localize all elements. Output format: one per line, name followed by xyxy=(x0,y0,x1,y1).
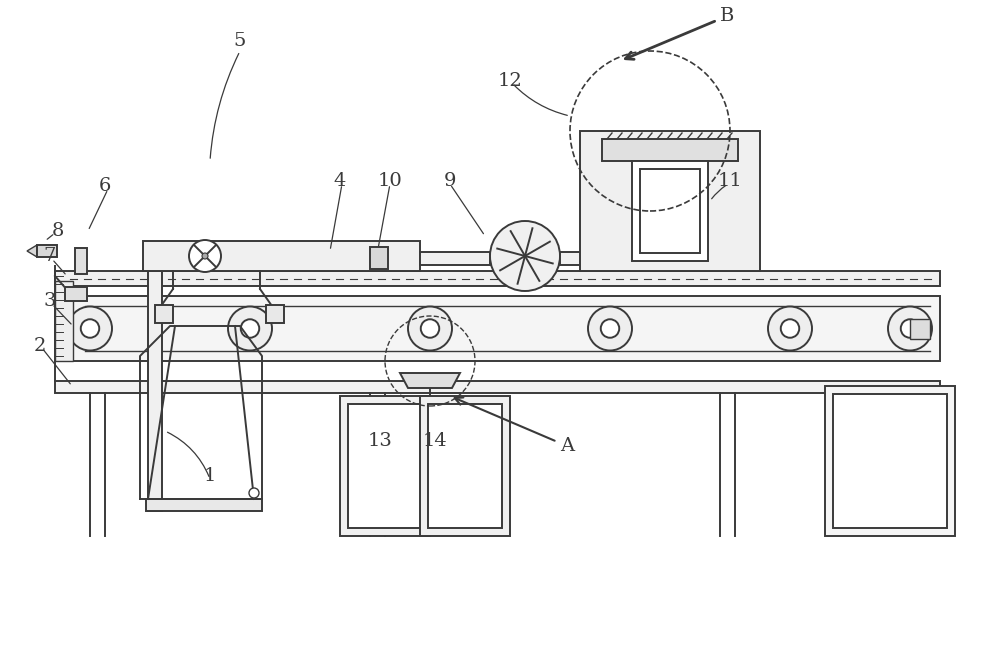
Circle shape xyxy=(68,307,112,350)
Text: 10: 10 xyxy=(378,172,402,190)
Circle shape xyxy=(768,307,812,350)
Circle shape xyxy=(888,307,932,350)
Bar xyxy=(55,296,940,361)
Bar xyxy=(602,139,738,161)
Circle shape xyxy=(241,319,259,338)
Text: B: B xyxy=(625,7,734,59)
Text: 2: 2 xyxy=(34,337,46,355)
Circle shape xyxy=(189,240,221,272)
Bar xyxy=(155,305,173,323)
Bar xyxy=(428,404,502,528)
Bar xyxy=(55,271,940,286)
Bar xyxy=(65,287,87,301)
Text: 6: 6 xyxy=(99,177,111,195)
Bar xyxy=(420,252,490,265)
Text: A: A xyxy=(455,398,574,455)
Text: 7: 7 xyxy=(44,247,56,265)
Text: 11: 11 xyxy=(718,172,742,190)
Circle shape xyxy=(421,319,439,338)
Bar xyxy=(420,396,510,536)
Circle shape xyxy=(249,488,259,498)
Circle shape xyxy=(901,319,919,338)
Bar xyxy=(266,305,284,323)
Text: 3: 3 xyxy=(44,292,56,310)
Bar xyxy=(632,161,708,261)
Circle shape xyxy=(81,319,99,338)
Bar xyxy=(400,400,460,408)
Text: 5: 5 xyxy=(234,32,246,50)
Bar xyxy=(560,252,585,265)
Bar xyxy=(340,396,430,536)
Bar xyxy=(370,247,388,269)
Bar xyxy=(910,318,930,339)
Bar xyxy=(601,252,641,265)
Text: 14: 14 xyxy=(423,432,447,450)
Polygon shape xyxy=(400,373,460,388)
Text: 12: 12 xyxy=(498,72,522,90)
Bar xyxy=(833,394,947,528)
Text: 8: 8 xyxy=(52,222,64,240)
Bar xyxy=(640,169,700,253)
Circle shape xyxy=(408,307,452,350)
Circle shape xyxy=(202,253,208,259)
Bar xyxy=(55,381,940,393)
Circle shape xyxy=(228,307,272,350)
Bar xyxy=(586,247,600,269)
Bar xyxy=(146,499,262,511)
Circle shape xyxy=(601,319,619,338)
Circle shape xyxy=(490,221,560,291)
Circle shape xyxy=(588,307,632,350)
Bar xyxy=(348,404,422,528)
Text: 9: 9 xyxy=(444,172,456,190)
Bar xyxy=(580,131,760,271)
Bar xyxy=(75,248,87,274)
Bar xyxy=(55,281,73,361)
Bar xyxy=(37,245,57,257)
Text: 4: 4 xyxy=(334,172,346,190)
Bar xyxy=(143,241,420,271)
Circle shape xyxy=(781,319,799,338)
Polygon shape xyxy=(27,245,37,257)
Text: 13: 13 xyxy=(368,432,392,450)
Bar xyxy=(825,386,955,536)
Bar xyxy=(148,271,162,511)
Text: 1: 1 xyxy=(204,467,216,485)
